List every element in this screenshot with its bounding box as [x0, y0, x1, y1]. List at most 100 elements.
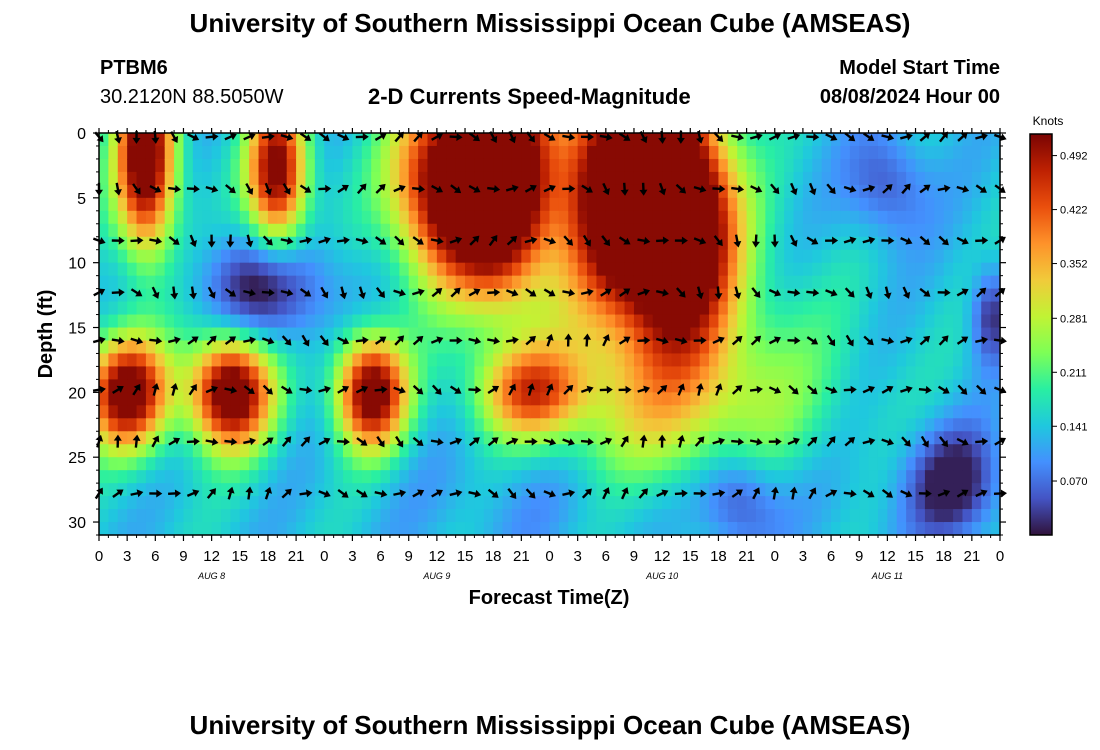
heatmap-cell: [521, 418, 532, 432]
colorbar-unit: Knots: [1033, 114, 1064, 128]
current-arrow: [151, 435, 160, 448]
heatmap-cell: [755, 223, 766, 238]
heatmap-cell: [755, 509, 766, 523]
heatmap-cell: [831, 275, 842, 290]
heatmap-cell: [737, 418, 748, 432]
heatmap-cell: [718, 470, 729, 484]
heatmap-cell: [671, 405, 682, 419]
heatmap-cell: [380, 171, 391, 186]
current-arrows: [92, 130, 1007, 500]
heatmap-cell: [643, 470, 654, 484]
heatmap-cell: [746, 431, 757, 445]
heatmap-cell: [436, 509, 447, 523]
heatmap-cell: [155, 353, 166, 368]
heatmap-cell: [831, 418, 842, 432]
heatmap-cell: [924, 457, 935, 471]
heatmap-cell: [671, 301, 682, 316]
current-arrow: [826, 436, 836, 448]
main-title: University of Southern Mississippi Ocean…: [189, 8, 911, 38]
heatmap-cell: [662, 457, 673, 471]
arrow-head: [714, 293, 723, 300]
heatmap-cell: [793, 223, 804, 238]
heatmap-cell: [577, 509, 588, 523]
arrow-head: [245, 486, 254, 494]
heatmap-cell: [174, 133, 185, 147]
heatmap-cell: [474, 392, 485, 406]
heatmap-cell: [680, 496, 691, 510]
arrow-head: [696, 292, 704, 300]
current-arrow: [412, 384, 424, 395]
heatmap-cell: [502, 210, 513, 225]
heatmap-cell: [690, 418, 701, 432]
current-arrow: [546, 383, 554, 396]
heatmap-cell: [183, 353, 194, 368]
heatmap-cell: [361, 483, 372, 497]
heatmap-cell: [943, 171, 954, 186]
current-arrow: [468, 385, 482, 394]
heatmap-cell: [183, 275, 194, 290]
heatmap-cell: [793, 340, 804, 355]
heatmap-cell: [877, 405, 888, 419]
heatmap-cell: [117, 353, 128, 368]
heatmap-cell: [296, 197, 307, 212]
heatmap-cell: [502, 184, 513, 199]
heatmap-cell: [709, 145, 720, 160]
heatmap-cell: [784, 340, 795, 355]
heatmap-cell: [408, 158, 419, 173]
current-arrow: [393, 489, 407, 498]
heatmap-cell: [239, 444, 250, 458]
heatmap-cell: [192, 314, 203, 329]
heatmap-cell: [108, 210, 119, 225]
heatmap-cell: [718, 288, 729, 303]
heatmap-cell: [474, 171, 485, 186]
heatmap-cell: [887, 418, 898, 432]
heatmap-cell: [155, 457, 166, 471]
heatmap-cell: [361, 133, 372, 147]
heatmap-cell: [174, 288, 185, 303]
heatmap-cell: [652, 405, 663, 419]
heatmap-cell: [699, 249, 710, 264]
current-arrow: [431, 184, 444, 193]
heatmap-cell: [530, 301, 541, 316]
heatmap-cell: [511, 314, 522, 329]
heatmap-cell: [737, 327, 748, 342]
heatmap-cell: [145, 509, 156, 523]
heatmap-cell: [258, 457, 269, 471]
heatmap-cell: [587, 457, 598, 471]
arrow-head: [512, 336, 519, 345]
current-arrow: [752, 487, 761, 500]
x-tick-label: 15: [907, 548, 924, 565]
heatmap-cell: [183, 457, 194, 471]
heatmap-cell: [971, 184, 982, 199]
current-arrow: [580, 288, 594, 297]
heatmap-cell: [868, 184, 879, 199]
heatmap-cell: [305, 327, 316, 342]
heatmap-cell: [887, 314, 898, 329]
heatmap-cell: [709, 327, 720, 342]
heatmap-cell: [108, 145, 119, 160]
heatmap-cell: [436, 340, 447, 355]
heatmap-cell: [596, 418, 607, 432]
heatmap-cell: [474, 249, 485, 264]
heatmap-cell: [408, 470, 419, 484]
arrow-head: [174, 489, 182, 498]
arrow-head: [737, 184, 745, 193]
arrow-head: [151, 137, 160, 144]
heatmap-cell: [221, 262, 231, 277]
heatmap-cell: [436, 288, 447, 303]
heatmap-cell: [343, 327, 354, 342]
heatmap-cell: [793, 483, 804, 497]
heatmap-cell: [145, 366, 156, 380]
current-arrow: [731, 385, 743, 395]
heatmap-cell: [877, 301, 888, 316]
heatmap-cell: [924, 522, 935, 536]
heatmap-cell: [605, 171, 616, 186]
heatmap-cell: [117, 288, 128, 303]
heatmap-cell: [577, 158, 588, 173]
current-arrow: [806, 288, 820, 297]
heatmap-cell: [793, 496, 804, 510]
heatmap-cell: [896, 496, 907, 510]
current-arrow: [205, 132, 219, 141]
heatmap-cell: [671, 197, 682, 212]
heatmap-cell: [699, 496, 710, 510]
